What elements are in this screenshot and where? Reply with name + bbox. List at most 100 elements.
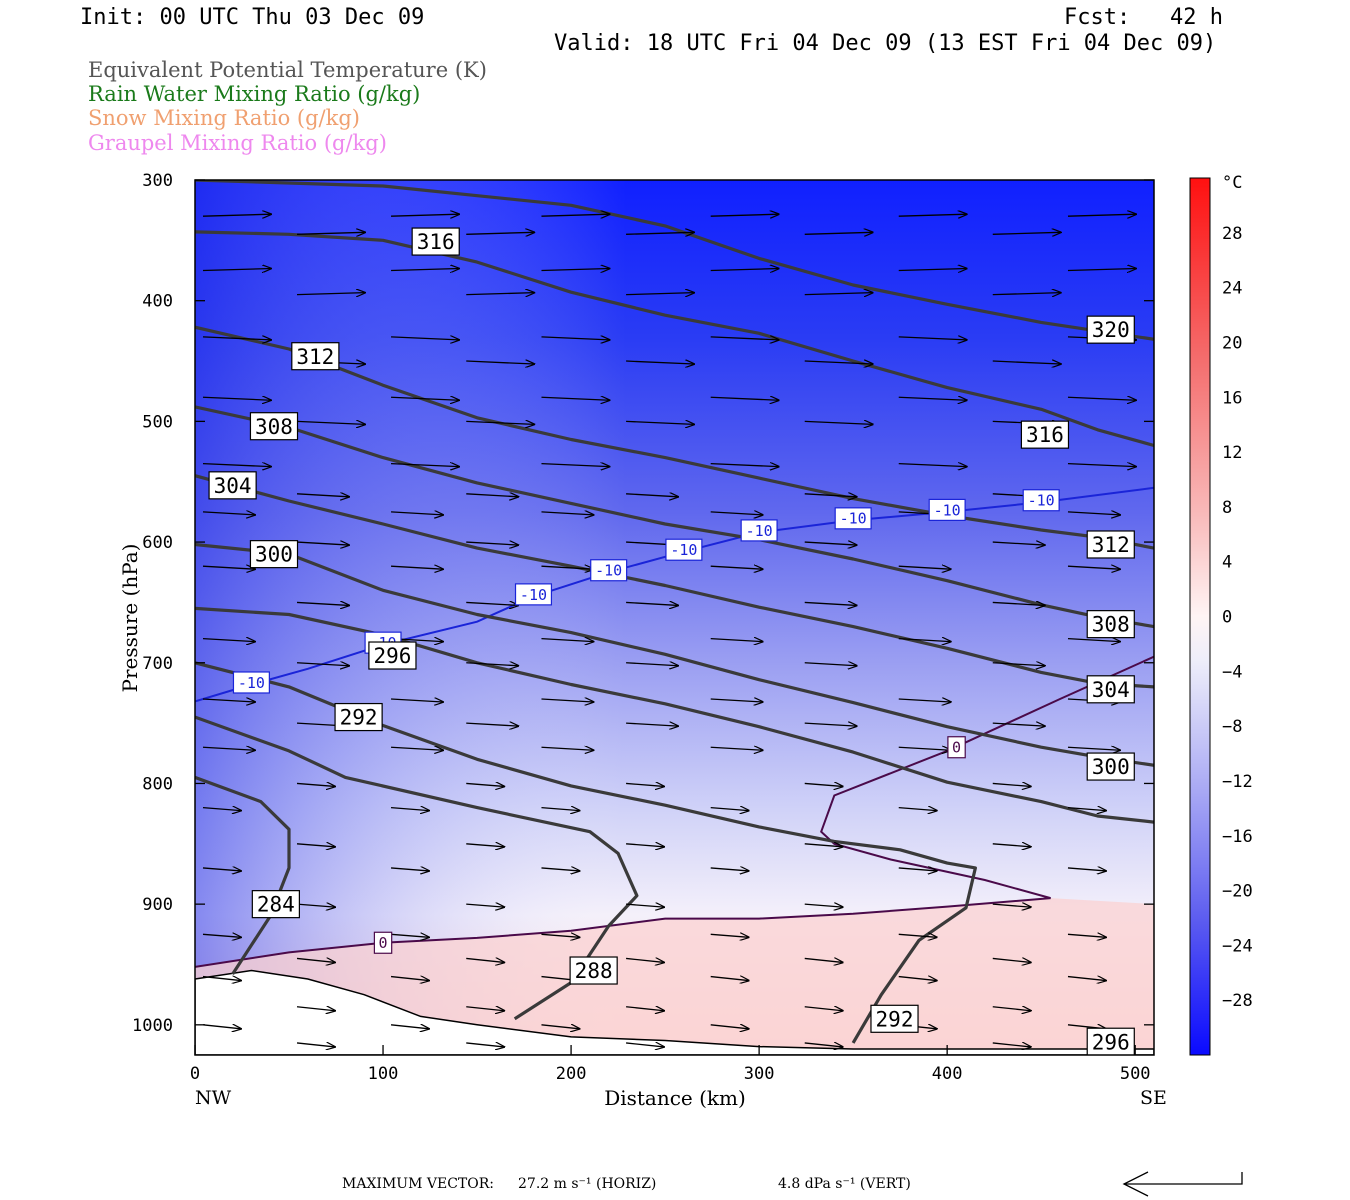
wind-vector: [710, 934, 749, 937]
isotherm-label: -10: [514, 583, 553, 606]
isotherm-label-box: [232, 671, 270, 694]
wind-vector: [1067, 512, 1120, 515]
isotherm-label-box: [665, 538, 703, 561]
wind-vector: [466, 494, 518, 497]
wind-vector: [541, 566, 593, 569]
theta-e-label: 296: [368, 641, 417, 670]
colorbar-tick-label: 12: [1222, 443, 1242, 463]
wind-vector: [710, 512, 763, 515]
wind-vector: [710, 639, 763, 642]
wind-vector: [541, 868, 579, 871]
wind-vector: [898, 977, 937, 981]
theta-e-label-box: [870, 1004, 919, 1033]
wind-vector: [296, 1043, 335, 1047]
wind-vector: [466, 958, 504, 962]
wind-vector: [1067, 868, 1106, 871]
wind-vector: [202, 808, 241, 811]
wind-vector: [296, 602, 349, 605]
theta-e-312-line: [195, 325, 1154, 550]
isotherm-label-box: [928, 498, 966, 521]
isotherm-label: -10: [1022, 489, 1060, 512]
colorbar-tick-label: 16: [1222, 388, 1242, 408]
legend-rain: Rain Water Mixing Ratio (g/kg): [88, 82, 421, 106]
theta-e-label: 300: [1086, 752, 1135, 781]
wind-vector: [710, 977, 749, 981]
wind-vector: [1067, 934, 1106, 937]
wind-vector: [626, 421, 694, 424]
theta-e-label: 292: [870, 1004, 919, 1033]
y-tick-label: 400: [142, 292, 173, 312]
colorbar-tick-label: −8: [1222, 717, 1242, 737]
y-tick-label: 900: [142, 895, 173, 915]
theta-e-label-box: [1086, 610, 1135, 639]
wind-vector: [466, 783, 504, 786]
theta-e-label-text: 304: [1092, 678, 1130, 702]
theta-e-label-box: [208, 471, 257, 500]
theta-e-label-text: 284: [257, 893, 295, 917]
terrain: [195, 969, 1154, 1055]
isotherm-label-text: -10: [670, 541, 697, 559]
theta-e-label-text: 300: [255, 543, 293, 567]
theta-e-label-box: [368, 641, 417, 670]
colorbar-tick-label: 24: [1222, 279, 1242, 299]
colorbar-tick-label: −12: [1222, 772, 1253, 792]
wind-vector: [710, 337, 779, 340]
wind-vector: [804, 602, 857, 605]
wind-vector: [898, 639, 951, 642]
isotherm-label-text: -10: [840, 510, 867, 528]
wind-vector: [466, 232, 534, 234]
wind-vector: [391, 214, 459, 216]
wind-vector: [466, 904, 504, 907]
theta-e-label-text: 288: [575, 959, 613, 983]
wind-vector: [466, 421, 534, 424]
wind-vector: [202, 512, 255, 515]
wind-vector: [804, 1007, 843, 1011]
isotherm-label: 0: [373, 931, 393, 954]
x-tick-label: 500: [1120, 1064, 1151, 1084]
isotherm-label-text: 0: [379, 934, 388, 952]
wind-vector: [992, 293, 1061, 295]
theta-e-304-line: [195, 474, 1154, 689]
wind-vector: [804, 844, 843, 847]
theta-e-label-box: [411, 227, 460, 256]
theta-e-label: 320: [1086, 315, 1135, 344]
wind-vector: [1067, 639, 1120, 642]
wind-vector: [626, 361, 694, 364]
wind-vector: [296, 844, 335, 847]
theta-e-label-box: [1086, 530, 1135, 559]
wind-vector: [626, 1043, 664, 1047]
wind-vector: [992, 783, 1031, 786]
wind-vector: [202, 747, 255, 750]
wind-vector: [541, 934, 579, 937]
y-tick-label: 1000: [132, 1016, 173, 1036]
isotherm-0-line: [195, 655, 1154, 968]
wind-vector: [202, 699, 255, 702]
theta-e-label-box: [249, 540, 299, 569]
y-tick-label: 500: [142, 412, 173, 432]
isotherm-label-text: -10: [238, 674, 265, 692]
x-tick-label: 400: [932, 1064, 963, 1084]
forecast-hour: Fcst: 42 h: [1064, 5, 1223, 30]
wind-vector: [541, 808, 579, 811]
theta-e-label: 316: [411, 227, 460, 256]
isotherm-label-box: [1022, 489, 1060, 512]
wind-vector: [710, 269, 779, 271]
theta-e-label-text: 320: [1092, 318, 1130, 342]
wind-vector: [626, 494, 678, 497]
theta-e-label-text: 312: [1092, 533, 1130, 557]
wind-vector: [296, 958, 335, 962]
wind-vector: [898, 868, 937, 871]
wind-vector: [804, 904, 843, 907]
wind-vector: [898, 747, 951, 750]
isotherm-label: -10: [740, 519, 778, 542]
wind-vector: [992, 602, 1045, 605]
theta-e-label-box: [1020, 420, 1070, 449]
isotherm-label-text: 0: [952, 739, 961, 757]
theta-e-320-line: [195, 180, 1154, 341]
wind-vector: [202, 639, 255, 642]
legend-theta-e: Equivalent Potential Temperature (K): [88, 58, 487, 82]
max-vector-vertical: 4.8 dPa s⁻¹ (VERT): [778, 1176, 911, 1192]
wind-vector: [1067, 747, 1120, 750]
x-tick-label: 0: [190, 1064, 200, 1084]
